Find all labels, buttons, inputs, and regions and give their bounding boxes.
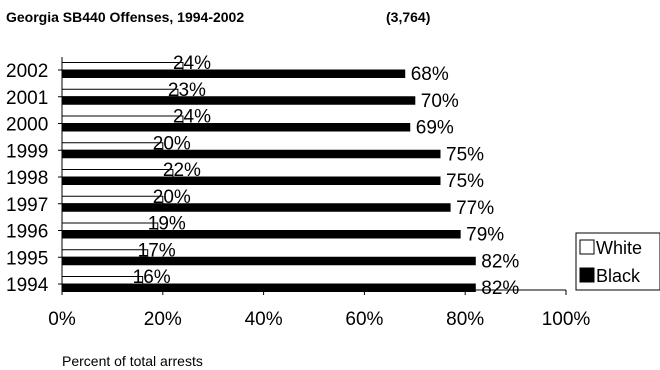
bar-black-2001 [61, 96, 416, 105]
y-tick-label-1997: 1997 [6, 195, 48, 216]
data-label-black-1996: 79% [466, 225, 504, 246]
bar-black-1997 [61, 203, 451, 212]
x-tick-label-4: 80% [446, 309, 484, 330]
x-tick-label-3: 60% [345, 309, 383, 330]
data-label-white-1998: 22% [163, 160, 201, 181]
chart-title: Georgia SB440 Offenses, 1994-2002 [6, 9, 244, 25]
legend-label-white: White [596, 238, 642, 258]
data-label-white-1997: 20% [153, 187, 191, 208]
data-label-black-2001: 70% [421, 91, 459, 112]
y-tick-label-1999: 1999 [6, 141, 48, 162]
bar-black-1995 [61, 256, 476, 266]
y-tick-label-1995: 1995 [6, 248, 48, 269]
legend: White Black [575, 232, 660, 291]
data-label-black-1997: 77% [456, 198, 494, 219]
bar-white-1997 [61, 195, 164, 205]
data-label-black-1995: 82% [481, 251, 519, 272]
data-label-white-1995: 17% [138, 240, 176, 261]
bar-black-2002 [61, 69, 406, 78]
bar-white-1998 [61, 169, 174, 178]
data-label-black-2002: 68% [411, 64, 449, 85]
data-label-black-1999: 75% [446, 144, 484, 165]
data-label-white-1999: 20% [153, 133, 191, 154]
y-tick-label-2002: 2002 [6, 61, 48, 82]
x-tick-label-2: 40% [245, 309, 283, 330]
data-label-white-2002: 24% [173, 53, 211, 74]
y-tick-label-1994: 1994 [6, 275, 49, 296]
y-tick-label-2000: 2000 [6, 115, 48, 136]
bar-white-1995 [61, 249, 149, 258]
chart-subtitle: (3,764) [386, 9, 430, 25]
bar-black-1999 [61, 149, 441, 159]
bar-white-2000 [61, 115, 184, 124]
legend-swatch-black [579, 267, 595, 283]
data-label-white-2000: 24% [173, 107, 211, 128]
bar-black-1998 [61, 176, 441, 185]
bar-black-1996 [61, 230, 461, 239]
x-tick-label-0: 0% [48, 309, 76, 330]
data-label-white-1994: 16% [133, 267, 171, 288]
data-label-black-2000: 69% [416, 118, 454, 139]
bar-white-1999 [61, 142, 164, 151]
legend-swatch-white [579, 239, 595, 255]
bar-white-2001 [61, 88, 179, 98]
y-tick-label-1996: 1996 [6, 222, 48, 243]
plot-area: 2002 24% 68% 2001 23% 70% 2000 24% 69% 1999 20% 75%… [6, 53, 590, 330]
bar-white-1994 [61, 276, 144, 285]
data-label-black-1994: 82% [481, 278, 519, 299]
x-tick-label-5: 100% [542, 309, 591, 330]
data-label-white-2001: 23% [168, 80, 206, 101]
data-label-black-1998: 75% [446, 171, 484, 192]
bar-white-1996 [61, 222, 159, 231]
data-label-white-1996: 19% [148, 214, 186, 235]
y-tick-label-1998: 1998 [6, 168, 48, 189]
legend-label-black: Black [596, 266, 641, 286]
bar-black-2000 [61, 123, 411, 132]
bar-black-1994 [61, 283, 476, 292]
x-tick-label-1: 20% [144, 309, 182, 330]
x-axis-title: Percent of total arrests [62, 353, 203, 369]
bar-white-2002 [61, 62, 184, 71]
y-tick-label-2001: 2001 [6, 88, 48, 109]
